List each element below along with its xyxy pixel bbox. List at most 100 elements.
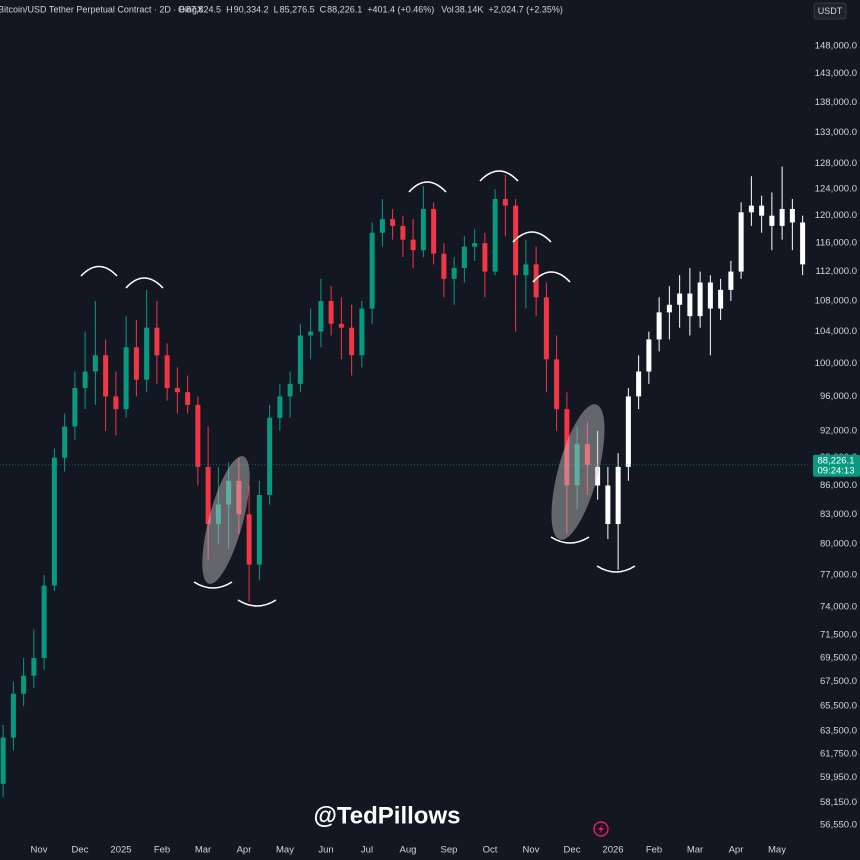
candle-body — [379, 219, 385, 233]
y-tick-label: 108,000.0 — [815, 296, 857, 307]
highlight-ellipse — [551, 404, 605, 540]
x-tick-label: Dec — [564, 845, 581, 856]
y-tick-label: 104,000.0 — [815, 326, 857, 337]
y-tick-label: 67,500.0 — [820, 676, 857, 687]
header-fields: O 87,824.5 H 90,334.2 L 85,276.5 C 88,226.1 +401… — [178, 4, 563, 14]
y-tick-label: 100,000.0 — [815, 358, 857, 369]
candle-body — [697, 282, 703, 317]
y-tick-label: 138,000.0 — [815, 97, 857, 108]
candle-body — [461, 246, 467, 268]
candle-body — [605, 485, 611, 525]
plot-area — [0, 166, 810, 798]
candle-body — [185, 392, 191, 405]
symbol-title: Bitcoin/USD Tether Perpetual Contract · … — [0, 4, 203, 14]
currency-label[interactable]: USDT — [818, 6, 843, 16]
candle-body — [554, 359, 560, 410]
x-tick-label: Aug — [400, 845, 417, 856]
x-tick-label: Dec — [72, 845, 89, 856]
x-tick-label: 2025 — [110, 845, 131, 856]
candle-body — [205, 466, 211, 525]
candle-body — [728, 271, 734, 290]
y-tick-label: 128,000.0 — [815, 158, 857, 169]
candle-body — [82, 371, 88, 389]
x-tick-label: 2026 — [602, 845, 623, 856]
y-tick-label: 92,000.0 — [820, 425, 857, 436]
x-tick-label: Nov — [523, 845, 540, 856]
y-tick-label: 112,000.0 — [815, 266, 857, 277]
candle-body — [636, 371, 642, 397]
top-arc — [512, 231, 552, 243]
candle-body — [615, 466, 621, 525]
top-arc — [125, 277, 164, 289]
y-tick-label: 96,000.0 — [820, 391, 857, 402]
candle-body — [769, 215, 775, 226]
candle-body — [246, 514, 252, 565]
candle-body — [779, 208, 785, 226]
candle-body — [656, 312, 662, 340]
candle-body — [0, 737, 6, 784]
y-tick-label: 71,500.0 — [820, 630, 857, 641]
y-tick-label: 69,500.0 — [820, 653, 857, 664]
candle-body — [328, 301, 334, 324]
price-change: +401.4 (+0.46%) — [367, 4, 434, 14]
candle-body — [72, 388, 78, 427]
candle-body — [789, 208, 795, 223]
y-tick-label: 86,000.0 — [820, 480, 857, 491]
candle-body — [51, 457, 57, 586]
candle-body — [338, 323, 344, 328]
candle-body — [62, 426, 68, 458]
axes: 148,000.0 143,000.0 138,000.0 133,000.0 128,… — [31, 40, 860, 856]
x-tick-label: May — [768, 845, 786, 856]
candle-body — [349, 327, 355, 356]
candle-body — [420, 208, 426, 251]
candle-body — [482, 243, 488, 272]
candle-body — [738, 212, 744, 272]
candle-body — [123, 347, 129, 410]
candle-body — [308, 331, 314, 336]
candle-body — [677, 293, 683, 305]
ohlc-label: L — [274, 4, 279, 14]
candle-body — [472, 243, 478, 247]
y-tick-label: 148,000.0 — [815, 40, 857, 51]
candle-body — [113, 396, 119, 410]
x-tick-label: Nov — [31, 845, 48, 856]
currency-button[interactable] — [813, 2, 847, 20]
bottom-arc — [550, 536, 590, 544]
candle-body — [502, 198, 508, 206]
candle-body — [574, 444, 580, 486]
x-tick-label: Apr — [237, 845, 252, 856]
ohlc-value: 88,226.1 — [327, 4, 362, 14]
x-tick-label: Jun — [318, 845, 333, 856]
y-tick-label: 65,500.0 — [820, 701, 857, 712]
countdown-label: 09:24:13 — [818, 465, 855, 476]
candle-body — [800, 222, 806, 265]
y-tick-label: 56,550.0 — [820, 820, 857, 831]
candle-body — [154, 327, 160, 356]
candle-body — [718, 289, 724, 309]
candle-body — [543, 297, 549, 360]
candle-body — [297, 335, 303, 384]
candle-body — [595, 466, 601, 486]
candle-body — [390, 219, 396, 226]
last-price-label: 88,226.1 — [818, 455, 855, 466]
watermark: @TedPillows — [314, 802, 461, 829]
ohlc-value: 87,824.5 — [186, 4, 221, 14]
candle-body — [195, 404, 201, 467]
last-price-box — [813, 454, 860, 477]
candle-body — [451, 267, 457, 279]
x-tick-label: May — [276, 845, 294, 856]
candle-body — [236, 480, 242, 515]
candle-body — [215, 504, 221, 525]
candle-body — [103, 355, 109, 397]
y-tick-label: 59,950.0 — [820, 772, 857, 783]
highlight-ellipse — [202, 456, 250, 584]
bottom-arc — [193, 581, 233, 589]
top-arc — [532, 271, 571, 283]
x-tick-label: Oct — [483, 845, 498, 856]
candle-body — [625, 396, 631, 467]
volume-value: 38.14K — [455, 4, 484, 14]
candle-body — [174, 388, 180, 393]
ohlc-label: C — [320, 4, 327, 14]
